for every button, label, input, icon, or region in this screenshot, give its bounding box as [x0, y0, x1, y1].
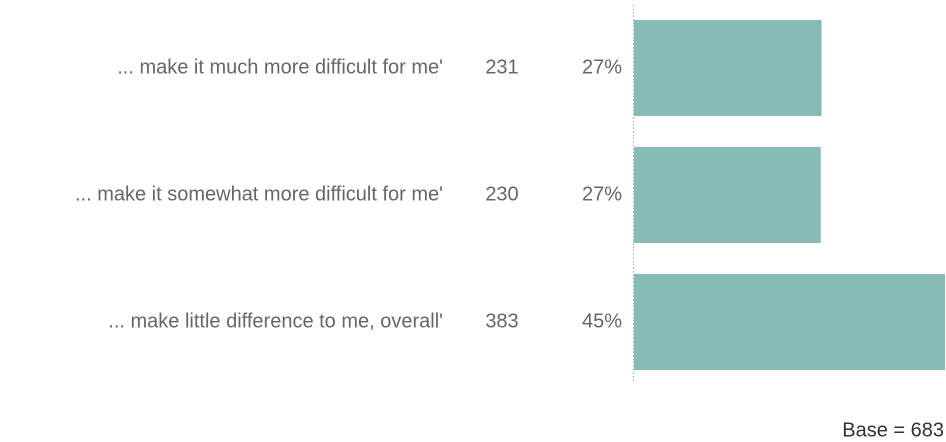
bar: [634, 274, 945, 370]
category-label: ... make it somewhat more difficult for …: [75, 183, 443, 205]
percentage-label: 27%: [582, 56, 622, 78]
bar: [634, 147, 821, 243]
count-label: 231: [485, 56, 518, 78]
footnote: Base = 683: [842, 419, 944, 441]
category-label: ... make little difference to me, overal…: [108, 310, 443, 332]
percentage-label: 45%: [582, 310, 622, 332]
percentage-label: 27%: [582, 183, 622, 205]
count-label: 230: [485, 183, 518, 205]
category-label: ... make it much more difficult for me': [117, 56, 443, 78]
count-label: 383: [485, 310, 518, 332]
bar: [634, 20, 822, 116]
